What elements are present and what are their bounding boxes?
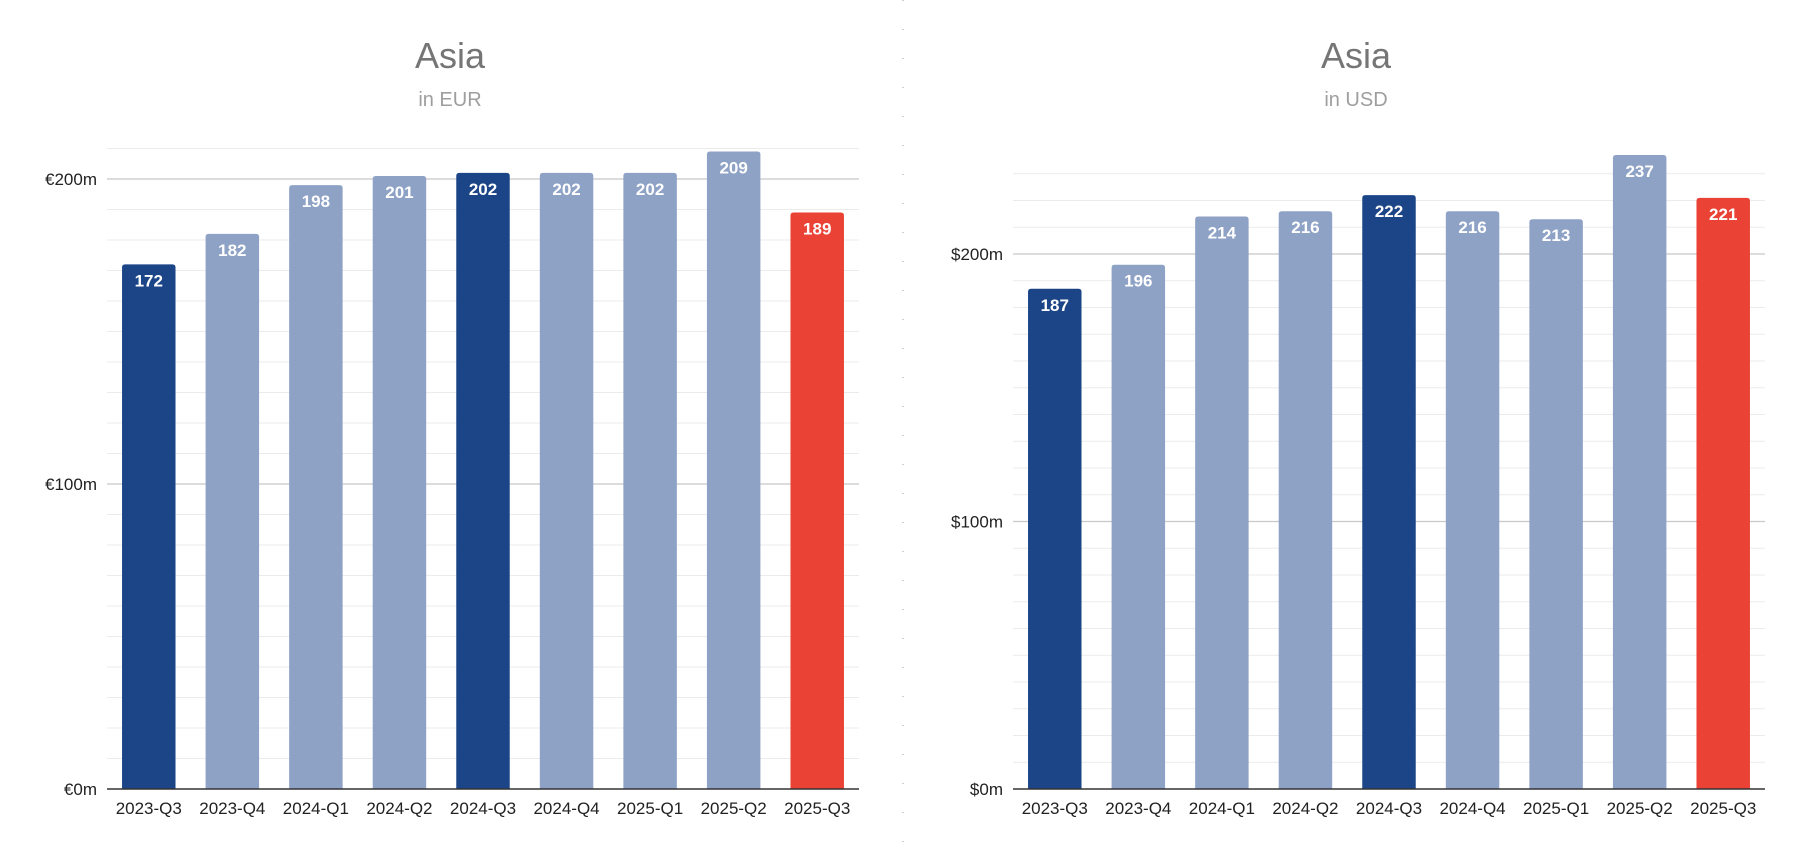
x-category-label: 2025-Q2	[1607, 799, 1673, 818]
x-category-label: 2024-Q1	[1189, 799, 1255, 818]
bar-value-label: 237	[1625, 162, 1653, 181]
bar-2023-q4	[1111, 264, 1166, 789]
bar-2025-q2	[1612, 155, 1667, 789]
x-category-label: 2024-Q4	[533, 799, 599, 818]
y-tick-label: €100m	[45, 475, 97, 494]
bar-2025-q1	[1529, 219, 1583, 790]
x-category-label: 2024-Q2	[366, 799, 432, 818]
bar-2023-q3	[122, 264, 176, 789]
bar-value-label: 196	[1124, 272, 1152, 291]
bar-2025-q2	[706, 151, 761, 790]
chart-subtitle: in USD	[1324, 89, 1387, 111]
x-category-label: 2024-Q1	[283, 799, 349, 818]
bar-value-label: 222	[1375, 202, 1403, 221]
x-category-label: 2025-Q3	[1690, 799, 1756, 818]
bar-2025-q3	[1696, 197, 1750, 789]
y-tick-label: $200m	[951, 245, 1003, 264]
x-category-label: 2024-Q2	[1272, 799, 1338, 818]
x-category-label: 2023-Q4	[199, 799, 265, 818]
x-category-label: 2024-Q3	[450, 799, 516, 818]
x-category-label: 2024-Q3	[1356, 799, 1422, 818]
x-category-label: 2024-Q4	[1439, 799, 1505, 818]
bar-value-label: 201	[385, 183, 413, 202]
x-category-label: 2023-Q3	[116, 799, 182, 818]
y-tick-label: $100m	[951, 513, 1003, 532]
bar-2024-q2	[1278, 211, 1333, 789]
x-category-label: 2025-Q1	[617, 799, 683, 818]
x-category-label: 2025-Q1	[1523, 799, 1589, 818]
bar-value-label: 189	[803, 220, 831, 239]
bar-2024-q2	[372, 175, 427, 789]
bar-2024-q4	[539, 172, 594, 789]
bar-value-label: 221	[1709, 205, 1737, 224]
x-category-label: 2023-Q3	[1022, 799, 1088, 818]
bar-2024-q1	[289, 185, 343, 790]
x-category-label: 2023-Q4	[1105, 799, 1171, 818]
bar-2024-q3	[1362, 195, 1416, 789]
bar-2024-q3	[456, 172, 510, 789]
bar-value-label: 202	[552, 180, 580, 199]
bar-value-label: 202	[636, 180, 664, 199]
chart-usd: Asia in USD $0m $100m $200m 187 2023-Q3 196 2023…	[951, 35, 1765, 818]
chart-eur: Asia in EUR €0m €100m €200m 172 2023-Q3 182 2023…	[45, 35, 859, 818]
bar-value-label: 213	[1542, 226, 1570, 245]
chart-title: Asia	[1321, 35, 1392, 76]
bar-value-label: 198	[302, 192, 330, 211]
bar-2025-q3	[790, 212, 844, 790]
y-tick-label: €200m	[45, 170, 97, 189]
bar-2024-q1	[1195, 216, 1249, 790]
bar-2023-q4	[205, 233, 260, 789]
bar-value-label: 172	[135, 271, 163, 290]
bar-value-label: 214	[1208, 224, 1237, 243]
bar-value-label: 202	[469, 180, 497, 199]
bar-value-label: 187	[1041, 296, 1069, 315]
chart-title: Asia	[415, 35, 486, 76]
bar-2025-q1	[623, 172, 677, 789]
bar-value-label: 216	[1291, 218, 1319, 237]
bar-2023-q3	[1028, 288, 1082, 789]
y-tick-label: €0m	[64, 780, 97, 799]
x-category-label: 2025-Q3	[784, 799, 850, 818]
chart-subtitle: in EUR	[418, 89, 481, 111]
bar-2024-q4	[1445, 211, 1500, 789]
y-tick-label: $0m	[970, 780, 1003, 799]
bar-value-label: 216	[1458, 218, 1486, 237]
x-category-label: 2025-Q2	[701, 799, 767, 818]
bar-value-label: 182	[218, 241, 246, 260]
bar-value-label: 209	[719, 159, 747, 178]
